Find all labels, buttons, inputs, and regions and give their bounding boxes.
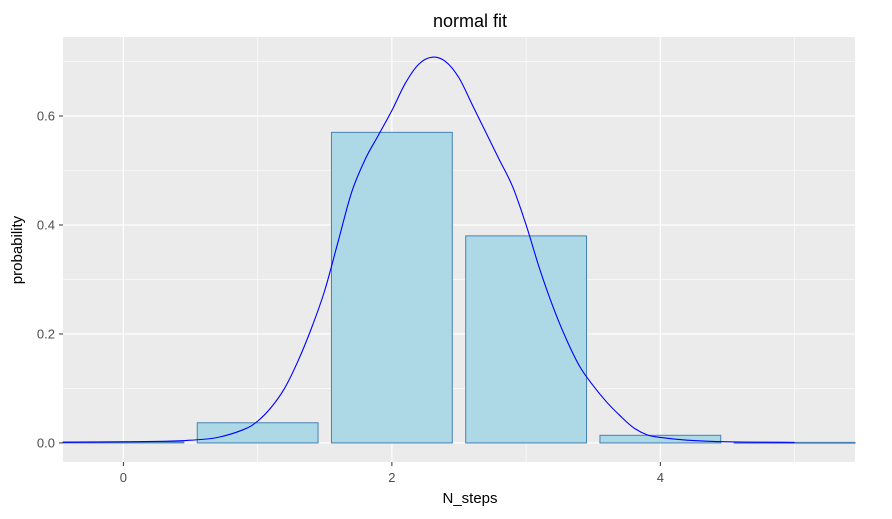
x-tick-label: 0 [120, 470, 127, 485]
major-gridlines [63, 37, 855, 462]
x-axis-ticks: 0 2 4 [120, 462, 664, 485]
bar [599, 434, 722, 444]
y-tick-label: 0.2 [37, 326, 55, 341]
x-tick-label: 4 [657, 470, 664, 485]
y-tick-label: 0.0 [37, 435, 55, 450]
bar [465, 235, 588, 444]
bar [733, 441, 856, 444]
y-axis-ticks: 0.0 0.2 0.4 0.6 [37, 109, 63, 450]
bar-series [62, 131, 856, 444]
x-axis-label: N_steps [442, 490, 497, 507]
plot-panel [63, 37, 855, 462]
y-axis-label: probability [9, 215, 26, 284]
density-curve [62, 56, 795, 443]
chart-title: normal fit [433, 11, 507, 31]
bar [196, 422, 319, 444]
bar [330, 131, 453, 444]
minor-gridlines [63, 37, 855, 462]
y-tick-label: 0.4 [37, 217, 55, 232]
y-tick-label: 0.6 [37, 109, 55, 124]
x-tick-label: 2 [388, 470, 395, 485]
